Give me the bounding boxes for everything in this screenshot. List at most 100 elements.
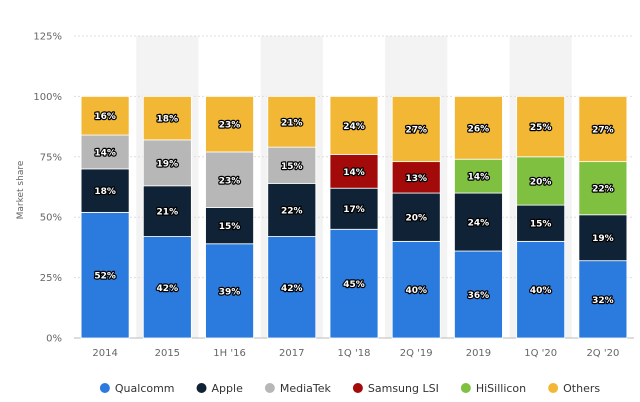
bar-segment-apple[interactable] bbox=[516, 204, 566, 242]
bar-segment-qualcomm[interactable] bbox=[142, 236, 192, 339]
bar-segment-others[interactable] bbox=[329, 96, 379, 155]
bar-segment-qualcomm[interactable] bbox=[454, 250, 503, 339]
data-label: 24% bbox=[468, 219, 490, 229]
bar-segment-apple[interactable] bbox=[142, 185, 192, 237]
bar-segment-apple[interactable] bbox=[329, 187, 379, 230]
legend-item[interactable]: Samsung LSI bbox=[352, 382, 439, 395]
bar-segment-apple[interactable] bbox=[391, 192, 441, 242]
data-label: 26% bbox=[468, 124, 490, 134]
data-label: 22% bbox=[592, 185, 614, 195]
bar-segment-qualcomm[interactable] bbox=[516, 240, 566, 339]
bar-segment-hisillicon[interactable] bbox=[454, 158, 503, 194]
legend-label: HiSillicon bbox=[476, 382, 526, 395]
data-label: 15% bbox=[281, 162, 303, 172]
legend-label: Qualcomm bbox=[115, 382, 175, 395]
data-label: 14% bbox=[343, 168, 365, 178]
legend-item[interactable]: Others bbox=[548, 382, 600, 395]
bar-segment-qualcomm[interactable] bbox=[329, 228, 379, 339]
data-label: 15% bbox=[219, 222, 241, 232]
bar-segment-others[interactable] bbox=[578, 96, 628, 163]
x-axis: 2014 2015 1H '16 2017 1Q '18 2Q '19 2019 1Q '20… bbox=[92, 348, 619, 359]
bar-segment-qualcomm[interactable] bbox=[80, 211, 130, 339]
x-tick-label: 1Q '20 bbox=[524, 348, 557, 359]
data-label: 40% bbox=[530, 286, 552, 296]
data-label: 32% bbox=[592, 296, 614, 306]
legend-label: Samsung LSI bbox=[368, 382, 439, 395]
bar-segment-apple[interactable] bbox=[267, 182, 317, 237]
data-label: 42% bbox=[281, 284, 303, 294]
bar-segment-others[interactable] bbox=[267, 96, 317, 148]
data-label: 13% bbox=[405, 174, 427, 184]
data-label: 36% bbox=[468, 291, 490, 301]
data-label: 42% bbox=[157, 284, 179, 294]
legend-swatch bbox=[548, 383, 559, 393]
bar-segment-mediatek[interactable] bbox=[205, 151, 254, 208]
data-label: 18% bbox=[94, 187, 116, 197]
bar-segment-others[interactable] bbox=[516, 96, 566, 158]
legend-swatch bbox=[99, 383, 110, 393]
data-label: 27% bbox=[405, 126, 427, 136]
data-label: 45% bbox=[343, 280, 365, 290]
bar-segment-apple[interactable] bbox=[205, 207, 254, 245]
x-tick-label: 1Q '18 bbox=[338, 348, 371, 359]
data-label: 23% bbox=[219, 121, 241, 131]
data-label: 20% bbox=[405, 214, 427, 224]
bar-segment-mediatek[interactable] bbox=[142, 139, 192, 187]
bar-segment-others[interactable] bbox=[391, 96, 441, 163]
x-tick-label: 2Q '20 bbox=[586, 348, 619, 359]
y-tick-label: 50% bbox=[40, 213, 62, 224]
legend-label: MediaTek bbox=[280, 382, 332, 395]
data-label: 40% bbox=[405, 286, 427, 296]
legend-label: Others bbox=[563, 382, 600, 395]
bar-segment-others[interactable] bbox=[454, 96, 503, 160]
y-axis: 0% 25% 50% 75% 100% 125% bbox=[33, 32, 62, 345]
data-label: 18% bbox=[157, 115, 179, 125]
legend-item[interactable]: MediaTek bbox=[264, 382, 332, 395]
data-label: 25% bbox=[530, 123, 552, 133]
legend-item[interactable]: HiSillicon bbox=[460, 382, 526, 395]
x-tick-label: 2017 bbox=[279, 348, 304, 359]
data-label: 24% bbox=[343, 122, 365, 132]
bar-segment-hisillicon[interactable] bbox=[516, 156, 566, 206]
legend-swatch bbox=[264, 383, 275, 393]
bar-segment-hisillicon[interactable] bbox=[578, 161, 628, 216]
data-label: 23% bbox=[219, 176, 241, 186]
bar-segment-qualcomm[interactable] bbox=[205, 243, 254, 339]
y-tick-label: 75% bbox=[40, 152, 62, 163]
bar-segment-mediatek[interactable] bbox=[267, 146, 317, 184]
data-label: 21% bbox=[281, 118, 303, 128]
legend-swatch bbox=[352, 383, 363, 393]
data-label: 27% bbox=[592, 126, 614, 136]
data-label: 14% bbox=[468, 173, 490, 183]
data-label: 14% bbox=[94, 148, 116, 158]
data-label: 19% bbox=[592, 234, 614, 244]
bar-segment-samsung-lsi[interactable] bbox=[391, 161, 441, 194]
legend: Qualcomm Apple MediaTek Samsung LSI HiSillic… bbox=[99, 382, 600, 395]
x-tick-label: 1H '16 bbox=[213, 348, 246, 359]
bar-segment-qualcomm[interactable] bbox=[578, 260, 628, 339]
data-label: 20% bbox=[530, 177, 552, 187]
legend-item[interactable]: Apple bbox=[196, 382, 244, 395]
data-label: 22% bbox=[281, 206, 303, 216]
bar-segment-others[interactable] bbox=[205, 96, 254, 153]
bar-segment-qualcomm[interactable] bbox=[267, 236, 317, 339]
x-tick-label: 2019 bbox=[466, 348, 491, 359]
legend-item[interactable]: Qualcomm bbox=[99, 382, 175, 395]
data-label: 39% bbox=[219, 287, 241, 297]
legend-swatch bbox=[460, 383, 471, 393]
data-label: 15% bbox=[530, 220, 552, 230]
bar-segment-qualcomm[interactable] bbox=[391, 240, 441, 339]
data-label: 17% bbox=[343, 205, 365, 215]
bar-segment-others[interactable] bbox=[142, 96, 192, 141]
y-tick-label: 100% bbox=[33, 92, 62, 103]
legend-swatch bbox=[196, 383, 207, 393]
x-tick-label: 2015 bbox=[155, 348, 180, 359]
y-tick-label: 0% bbox=[46, 334, 62, 345]
y-tick-label: 125% bbox=[33, 32, 62, 43]
bars bbox=[80, 96, 628, 339]
bar-segment-others[interactable] bbox=[80, 96, 130, 136]
y-tick-label: 25% bbox=[40, 273, 62, 284]
data-labels: 52% 18% 14% 16% 42% 21% 19% 18% 39% 15% 23% 23% 42% 2… bbox=[93, 111, 615, 307]
bar-segment-apple[interactable] bbox=[454, 192, 503, 252]
